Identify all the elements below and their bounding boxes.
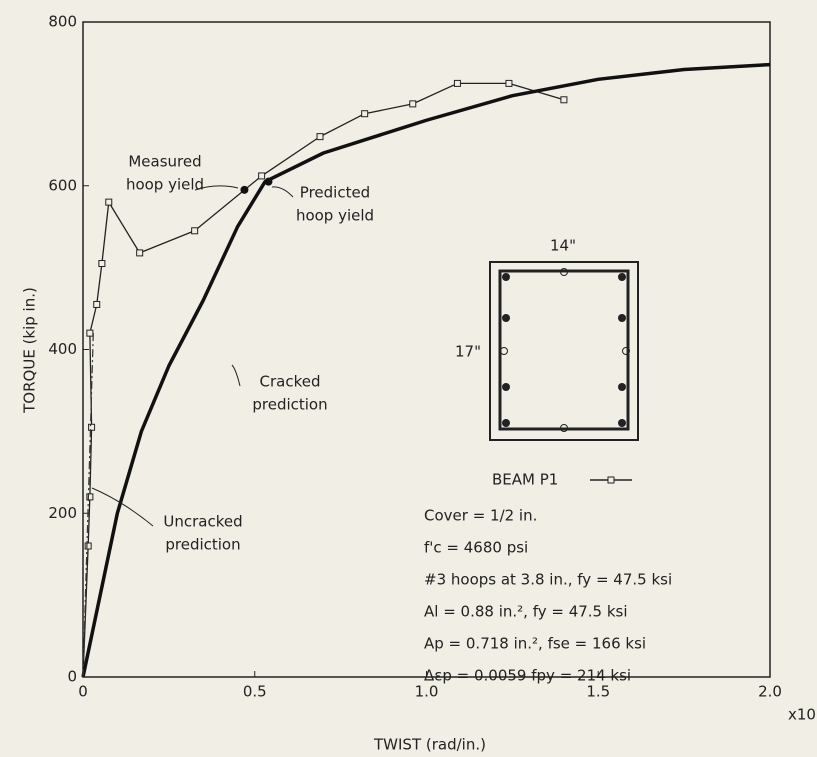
annotation: hoop yield — [126, 176, 204, 194]
data-marker — [453, 79, 461, 87]
data-marker — [88, 423, 96, 431]
annotation: Uncracked — [163, 513, 242, 531]
data-marker — [361, 110, 369, 118]
annotation: prediction — [165, 536, 240, 554]
section-height: 17" — [455, 343, 481, 361]
leader-line — [271, 186, 294, 198]
annotation: Measured — [128, 153, 201, 171]
note: f'c = 4680 psi — [424, 539, 528, 557]
annotation: Cracked — [260, 373, 321, 391]
note: Cover = 1/2 in. — [424, 507, 537, 525]
data-marker — [86, 493, 94, 501]
y-tick-label: 800 — [48, 13, 77, 31]
note: #3 hoops at 3.8 in., fy = 47.5 ksi — [424, 571, 672, 589]
legend-marker — [607, 476, 615, 484]
section-width: 14" — [550, 237, 576, 255]
y-axis-title: TORQUE (kip in.) — [21, 287, 39, 414]
data-marker — [105, 198, 113, 206]
x-tick-label: 0 — [78, 683, 88, 701]
data-marker — [316, 133, 324, 141]
leader-line — [231, 364, 241, 387]
x-tick-label: 2.0 — [758, 683, 782, 701]
note: Δεp = 0.0059 fpy = 214 ksi — [424, 667, 631, 685]
annotation: Predicted — [300, 184, 370, 202]
annotation: hoop yield — [296, 207, 374, 225]
x-multiplier: x10⁻³ — [788, 706, 817, 724]
series-line — [81, 62, 771, 678]
note: Al = 0.88 in.², fy = 47.5 ksi — [424, 603, 628, 621]
annotation: prediction — [252, 396, 327, 414]
data-marker — [98, 260, 106, 268]
y-tick-label: 200 — [48, 504, 77, 522]
x-axis-title: TWIST (rad/in.) — [373, 736, 486, 754]
y-tick-label: 400 — [48, 340, 77, 358]
data-marker — [560, 96, 568, 104]
series-line — [82, 333, 94, 678]
note: Ap = 0.718 in.², fse = 166 ksi — [424, 635, 646, 653]
data-marker — [409, 100, 417, 108]
data-marker — [505, 79, 513, 87]
yield-point — [264, 177, 273, 186]
x-tick-label: 0.5 — [243, 683, 267, 701]
legend-label: BEAM P1 — [492, 471, 558, 489]
data-marker — [136, 249, 144, 257]
leader-line — [194, 185, 239, 191]
cross-section — [489, 261, 639, 441]
y-tick-label: 600 — [48, 176, 77, 194]
leader-line — [91, 487, 154, 527]
data-marker — [93, 300, 101, 308]
x-tick-label: 1.0 — [415, 683, 439, 701]
x-tick-label: 1.5 — [586, 683, 610, 701]
data-marker — [84, 542, 92, 550]
yield-point — [240, 185, 249, 194]
data-marker — [191, 227, 199, 235]
data-marker — [86, 329, 94, 337]
y-tick-label: 0 — [67, 668, 77, 686]
data-marker — [258, 172, 266, 180]
